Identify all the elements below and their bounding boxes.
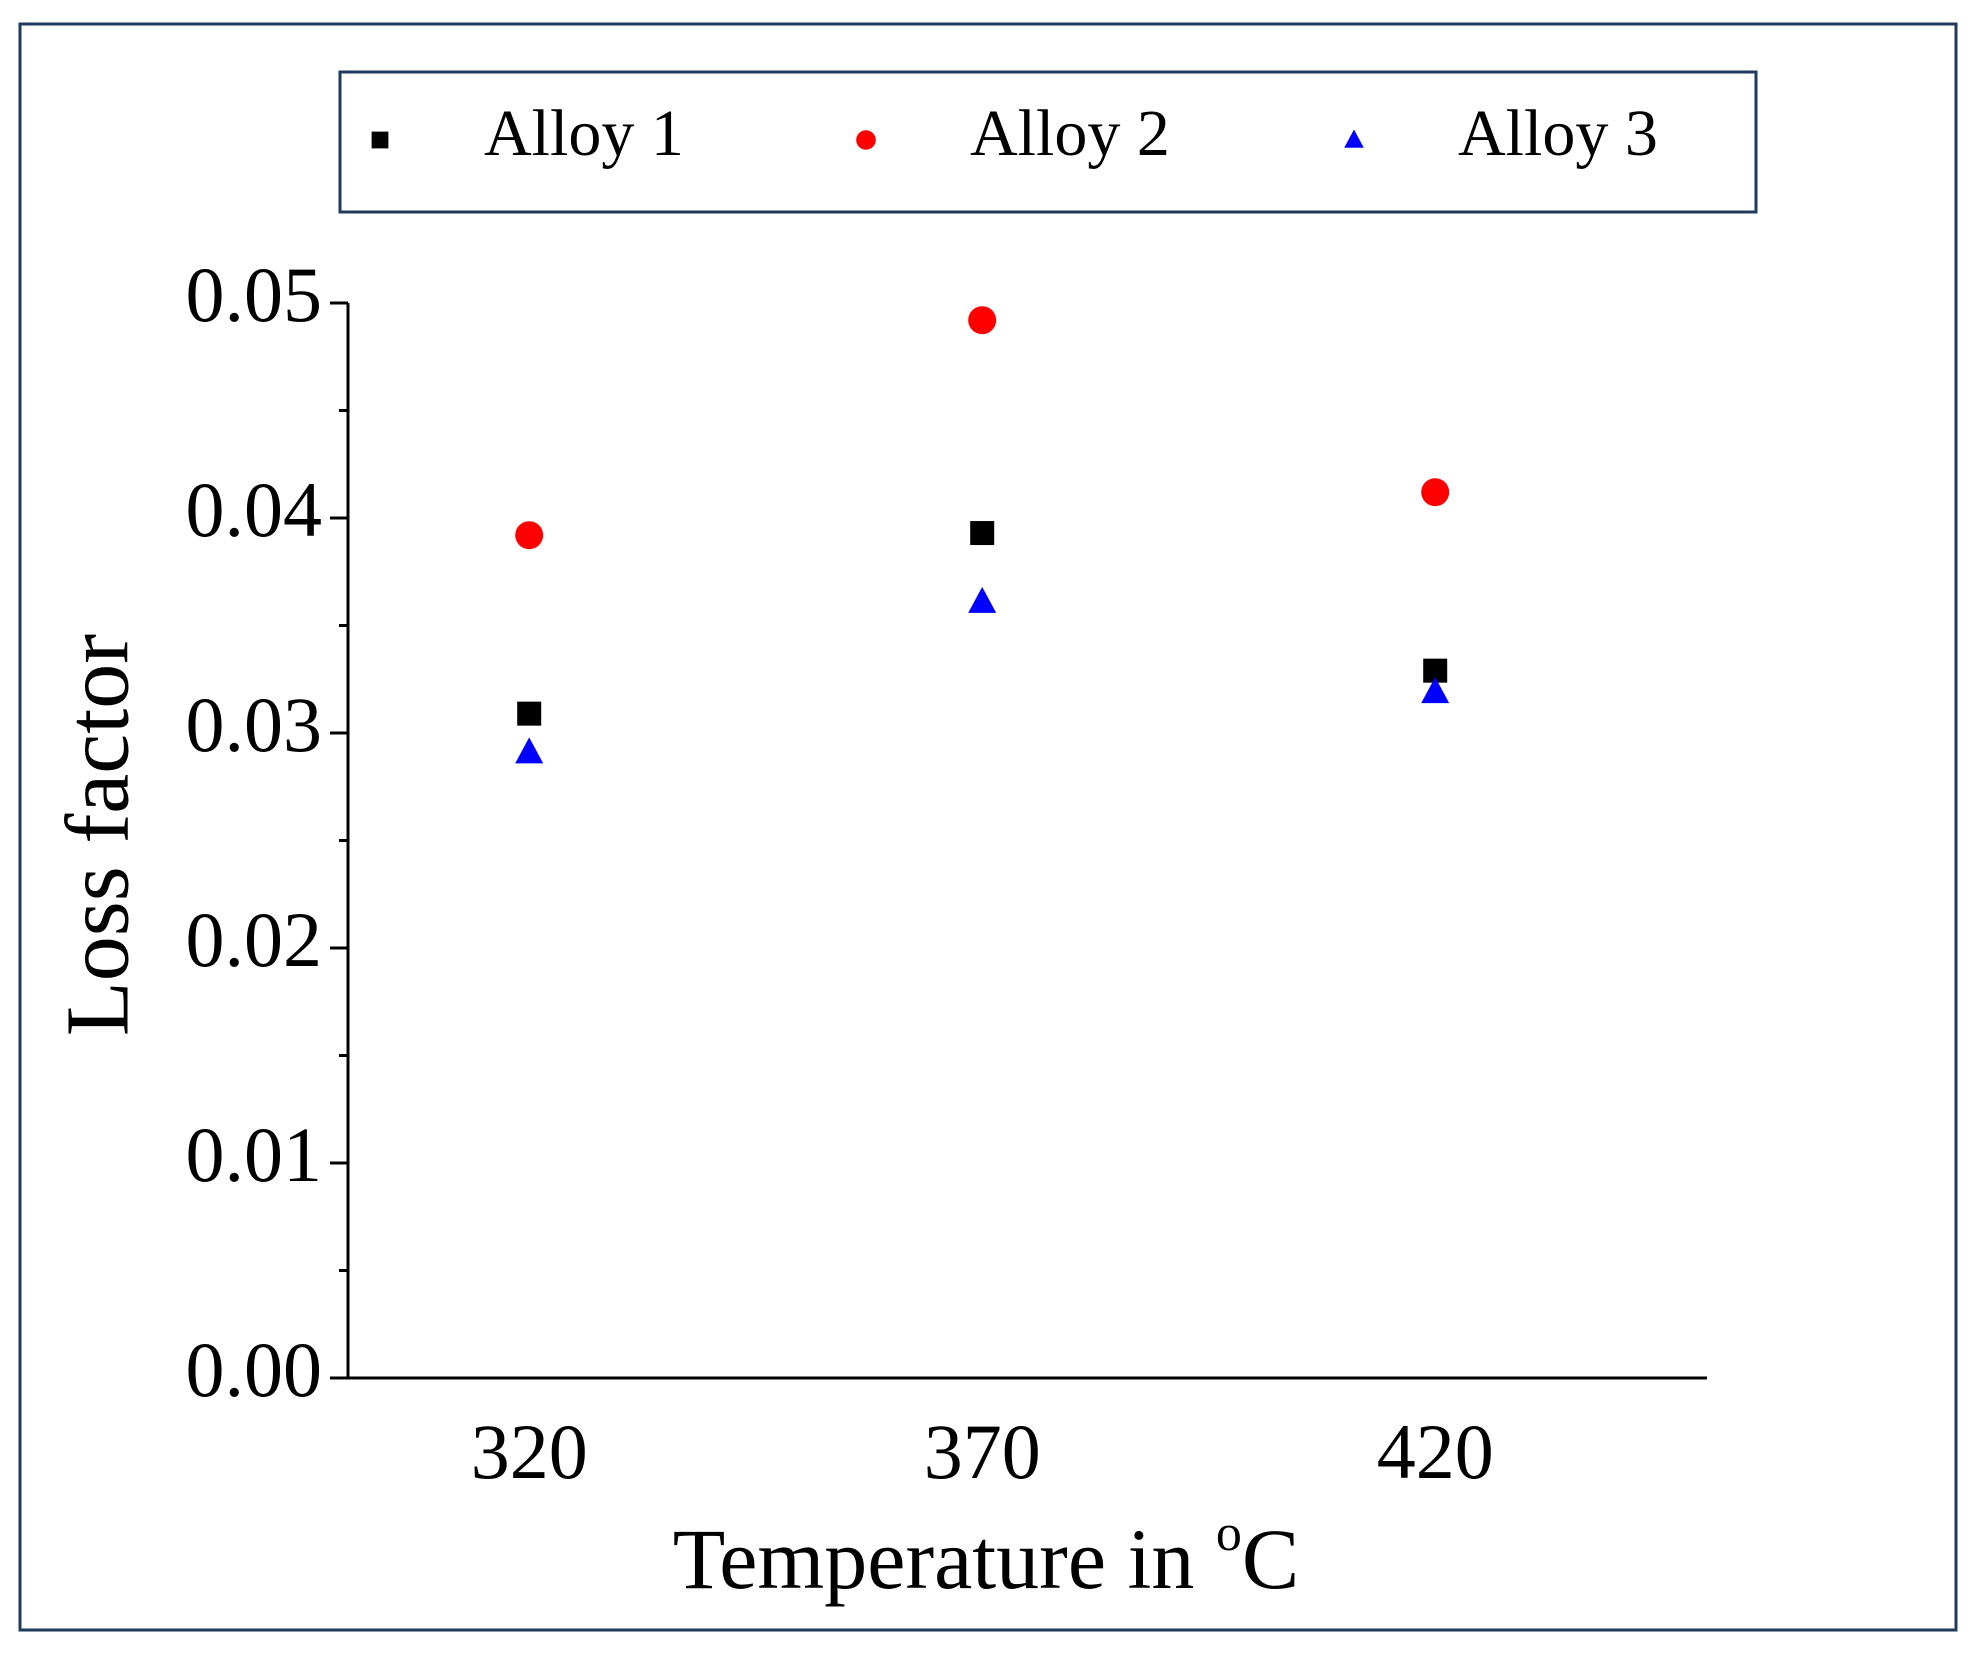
x-tick-label: 370 <box>924 1408 1041 1495</box>
legend-marker <box>856 130 876 150</box>
x-axis-label-unit: C <box>1242 1511 1299 1607</box>
y-tick-label: 0.01 <box>186 1111 323 1198</box>
legend-marker <box>371 131 389 149</box>
legend-box <box>338 70 1758 214</box>
x-axis-label-text: Temperature in <box>673 1511 1216 1607</box>
legend-label: Alloy 3 <box>1458 97 1658 170</box>
legend-label: Alloy 1 <box>484 97 684 170</box>
y-axis-label: Loss factor <box>49 634 148 1036</box>
y-tick-label: 0.04 <box>186 466 323 553</box>
y-tick-label: 0.02 <box>186 896 323 983</box>
x-axis-label-sup: o <box>1216 1505 1242 1562</box>
x-axis-label: Temperature in oC <box>673 1505 1300 1607</box>
y-tick-label: 0.05 <box>186 251 323 338</box>
data-point <box>970 521 995 546</box>
frame <box>18 22 1958 1632</box>
data-point <box>515 737 544 764</box>
legend-label: Alloy 2 <box>970 97 1170 170</box>
data-point <box>1421 677 1450 704</box>
data-point <box>515 521 544 550</box>
x-tick-label: 320 <box>471 1408 588 1495</box>
y-tick-label: 0.00 <box>186 1326 323 1413</box>
legend-marker <box>1344 129 1364 148</box>
data-point <box>968 306 997 335</box>
x-tick-label: 420 <box>1377 1408 1494 1495</box>
data-point <box>517 701 542 726</box>
data-point <box>1421 478 1450 507</box>
data-point <box>968 586 997 613</box>
y-tick-label: 0.03 <box>186 681 323 768</box>
